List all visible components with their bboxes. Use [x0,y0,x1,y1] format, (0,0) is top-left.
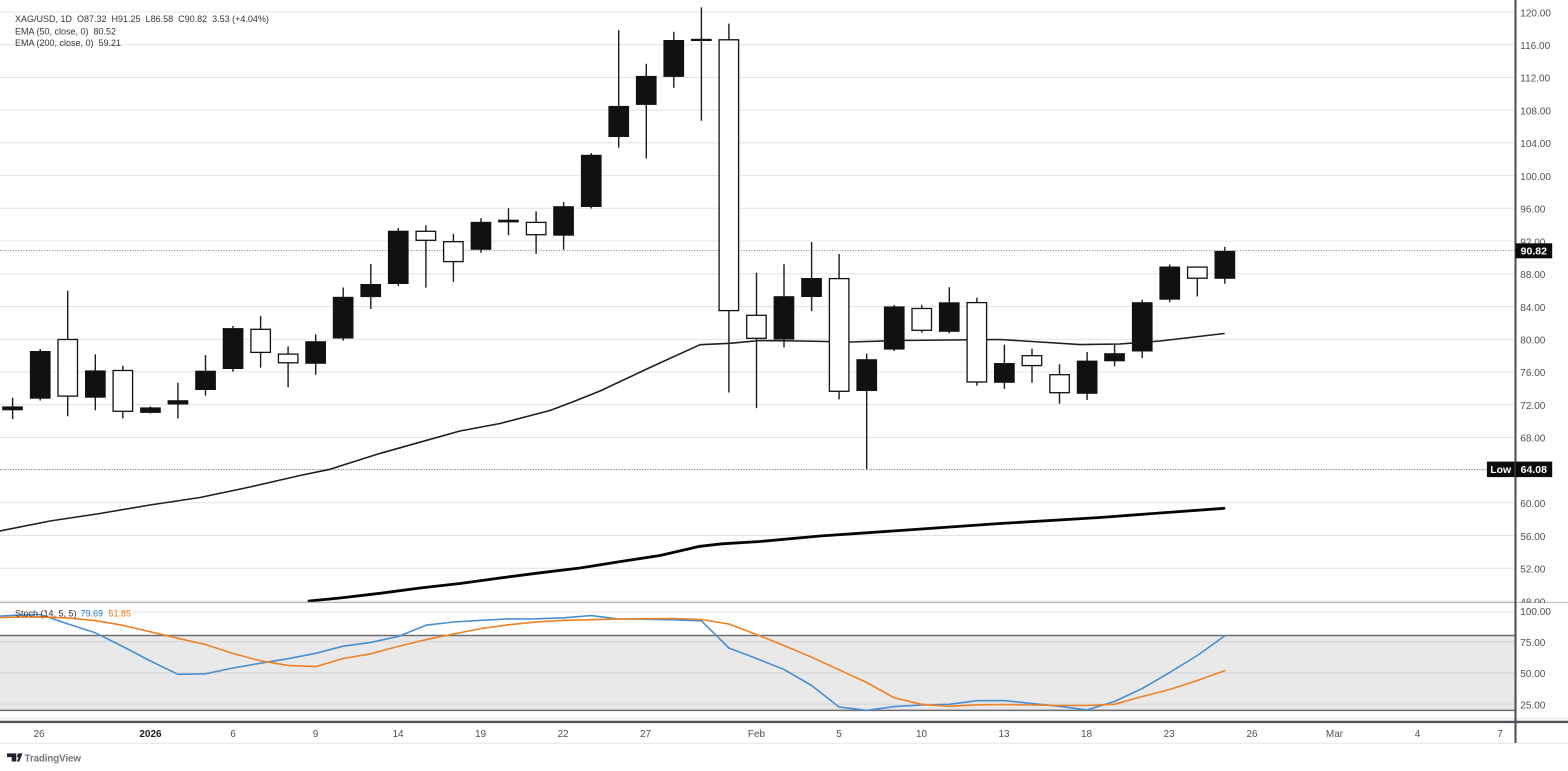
svg-text:48.00: 48.00 [1520,597,1545,608]
svg-text:88.00: 88.00 [1520,270,1545,281]
svg-text:TradingView: TradingView [25,754,82,765]
svg-text:84.00: 84.00 [1520,303,1545,314]
svg-text:23: 23 [1163,729,1175,740]
svg-text:108.00: 108.00 [1520,107,1551,118]
svg-text:120.00: 120.00 [1520,8,1551,19]
svg-text:80.00: 80.00 [1520,336,1545,347]
svg-text:76.00: 76.00 [1520,368,1545,379]
svg-text:5: 5 [836,729,842,740]
svg-text:56.00: 56.00 [1520,532,1545,543]
svg-text:Mar: Mar [1326,729,1344,740]
svg-text:Low: Low [1490,464,1512,476]
svg-text:96.00: 96.00 [1520,205,1545,216]
svg-text:6: 6 [230,729,236,740]
svg-text:EMA (200, close, 0) 59.21: EMA (200, close, 0) 59.21 [15,38,121,48]
svg-text:104.00: 104.00 [1520,139,1551,150]
svg-text:92.00: 92.00 [1520,237,1545,248]
svg-text:112.00: 112.00 [1520,74,1550,85]
svg-text:26: 26 [33,729,45,740]
svg-text:64.08: 64.08 [1521,464,1547,476]
svg-text:100.00: 100.00 [1520,172,1551,183]
svg-text:90.82: 90.82 [1521,246,1547,258]
svg-text:14: 14 [392,729,404,740]
svg-text:22: 22 [557,729,569,740]
svg-text:116.00: 116.00 [1520,41,1550,52]
svg-text:27: 27 [640,729,652,740]
svg-text:18: 18 [1081,729,1093,740]
svg-text:10: 10 [916,729,928,740]
svg-text:4: 4 [1415,729,1421,740]
svg-text:50.00: 50.00 [1520,669,1545,680]
svg-text:EMA (50, close, 0) 80.52: EMA (50, close, 0) 80.52 [15,26,116,36]
svg-text:26: 26 [1246,729,1258,740]
svg-text:100.00: 100.00 [1520,607,1551,618]
svg-text:68.00: 68.00 [1520,434,1545,445]
svg-text:19: 19 [475,729,487,740]
svg-text:75.00: 75.00 [1520,638,1545,649]
svg-text:13: 13 [998,729,1010,740]
svg-text:Stoch (14, 5, 5): Stoch (14, 5, 5) [15,608,77,618]
svg-text:7: 7 [1497,729,1503,740]
svg-text:79.69: 79.69 [81,608,104,618]
svg-text:Feb: Feb [748,729,766,740]
svg-text:2026: 2026 [139,729,162,740]
svg-text:52.00: 52.00 [1520,565,1545,576]
svg-text:XAG/USD, 1D O87.32 H91.25 L: XAG/USD, 1D O87.32 H91.25 L86.58 C90.82 … [15,14,269,24]
svg-text:25.00: 25.00 [1520,700,1545,711]
svg-text:72.00: 72.00 [1520,401,1545,412]
svg-text:51.85: 51.85 [109,608,132,618]
svg-text:60.00: 60.00 [1520,499,1545,510]
svg-text:9: 9 [313,729,319,740]
